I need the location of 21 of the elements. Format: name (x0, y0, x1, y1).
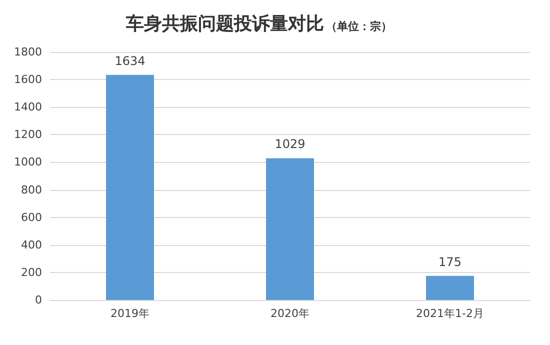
data-label: 1029 (274, 137, 306, 152)
y-tick-label: 1800 (14, 46, 42, 58)
y-tick-label: 600 (21, 210, 42, 224)
data-label: 1634 (114, 54, 146, 68)
bar (426, 276, 474, 300)
data-label: 175 (438, 254, 462, 269)
x-tick-label: 2021年1-2月 (416, 307, 484, 320)
bar (106, 74, 154, 300)
x-tick-label: 2019年 (110, 307, 150, 320)
y-tick-label: 0 (35, 294, 42, 306)
bar (266, 158, 314, 300)
y-tick-label: 1400 (14, 100, 42, 114)
y-tick-label: 1600 (14, 73, 42, 86)
chart-title: 车身共振问题投诉量对比 (125, 14, 324, 34)
chart-subtitle: （单位：宗） (326, 20, 392, 33)
x-tick-label: 2020年 (270, 307, 310, 320)
y-tick-label: 400 (21, 238, 42, 252)
y-tick-label: 1200 (14, 128, 42, 142)
y-tick-label: 1000 (14, 156, 42, 169)
y-tick-label: 800 (21, 183, 42, 196)
y-tick-label: 200 (21, 266, 42, 279)
